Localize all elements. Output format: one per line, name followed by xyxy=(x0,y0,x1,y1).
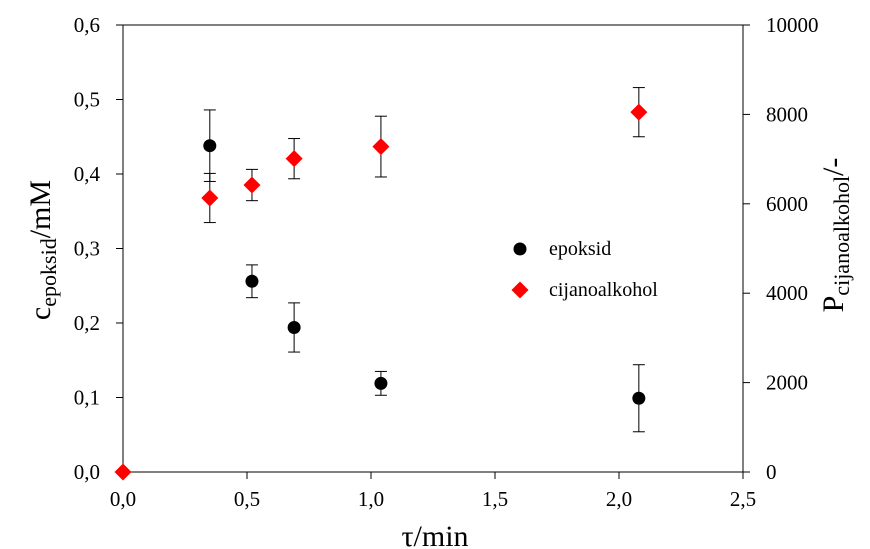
svg-text:Pcijanoalkohol/-: Pcijanoalkohol/- xyxy=(817,158,854,313)
y-left-tick-label: 0,3 xyxy=(74,237,100,261)
y-right-tick-label: 4000 xyxy=(766,281,808,305)
svg-text:cepoksid/mM: cepoksid/mM xyxy=(24,180,61,320)
y-left-tick-label: 0,2 xyxy=(74,311,100,335)
y-right-axis-title: Pcijanoalkohol/- xyxy=(817,158,854,313)
cijanoalkohol-point xyxy=(114,463,132,481)
x-tick-label: 2,5 xyxy=(730,487,756,511)
legend-marker xyxy=(513,242,527,256)
y-left-title-unit: /mM xyxy=(24,180,57,238)
x-tick-label: 0,5 xyxy=(234,487,260,511)
ticks-layer: 0,0 0,5 1,0 1,5 2,0 2,5 0,0 0,1 0,2 0,3 0,4 0,5 0,6 0… xyxy=(74,13,819,511)
y-left-tick-label: 0,5 xyxy=(74,88,100,112)
epoksid-point xyxy=(203,139,217,153)
y-right-title-unit: /- xyxy=(817,158,850,176)
y-right-tick-label: 6000 xyxy=(766,192,808,216)
y-right-tick-label: 0 xyxy=(766,460,777,484)
cijanoalkohol-point xyxy=(372,138,390,156)
x-tick-label: 1,5 xyxy=(482,487,508,511)
legend-marker xyxy=(511,281,529,299)
epoksid-point xyxy=(374,376,388,390)
y-right-title-sub: cijanoalkohol xyxy=(829,176,854,296)
x-tick-label: 0,0 xyxy=(110,487,136,511)
x-tick-label: 1,0 xyxy=(358,487,384,511)
legend-label: epoksid xyxy=(549,238,611,260)
y-left-axis-title: cepoksid/mM xyxy=(24,180,61,320)
y-left-title-sub: epoksid xyxy=(36,238,61,306)
legend-label: cijanoalkohol xyxy=(549,279,658,301)
cijanoalkohol-point xyxy=(285,150,303,168)
y-right-tick-label: 2000 xyxy=(766,371,808,395)
y-left-tick-label: 0,6 xyxy=(74,13,100,37)
legend: epoksid cijanoalkohol xyxy=(511,238,658,301)
y-left-tick-label: 0,4 xyxy=(74,162,101,186)
cijanoalkohol-point xyxy=(201,189,219,207)
x-tick-label: 2,0 xyxy=(606,487,632,511)
y-left-tick-label: 0,1 xyxy=(74,386,100,410)
points-layer xyxy=(114,103,648,481)
x-axis-title: τ/min xyxy=(401,520,468,549)
legend-item-epoksid: epoksid xyxy=(513,238,611,260)
y-right-title-main: P xyxy=(817,296,850,313)
legend-item-cijanoalkohol: cijanoalkohol xyxy=(511,279,658,301)
plot-frame xyxy=(122,24,744,473)
cijanoalkohol-point xyxy=(630,103,648,121)
epoksid-point xyxy=(245,274,259,288)
cijanoalkohol-point xyxy=(243,176,261,194)
y-right-tick-label: 10000 xyxy=(766,13,819,37)
y-right-tick-label: 8000 xyxy=(766,102,808,126)
epoksid-point xyxy=(632,391,646,405)
epoksid-point xyxy=(287,320,301,334)
y-left-tick-label: 0,0 xyxy=(74,460,100,484)
errorbars-layer xyxy=(203,87,645,433)
y-left-title-main: c xyxy=(24,307,57,320)
